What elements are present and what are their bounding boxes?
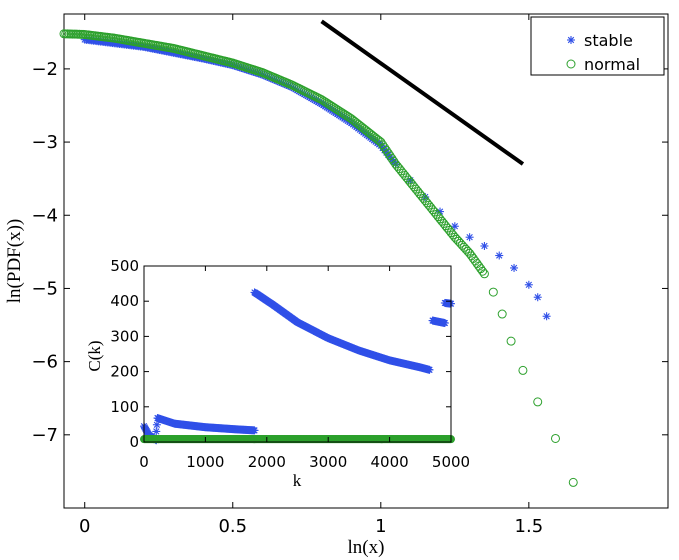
normal-point	[506, 336, 516, 346]
stable-point	[480, 241, 489, 250]
inset-y-tick-label: 0	[129, 433, 139, 451]
y-tick-label: −7	[31, 425, 58, 446]
legend-normal-label: normal	[584, 55, 640, 74]
inset-x-tick-label: 3000	[309, 453, 347, 471]
normal-point	[533, 397, 543, 407]
inset-stable-series	[140, 288, 455, 445]
normal-point	[479, 269, 489, 279]
y-tick-label: −5	[31, 278, 58, 299]
inset-axis-ticks: 0 1000 2000 3000 4000 5000 0 100 200 300 400 500	[110, 257, 470, 471]
inset-stable-point	[425, 365, 434, 374]
y-tick-label: −2	[31, 59, 58, 80]
y-tick-label: −3	[31, 132, 58, 153]
inset-x-tick-label: 2000	[248, 453, 286, 471]
inset-plot-frame	[143, 265, 452, 443]
inset-stable-point	[250, 426, 259, 435]
x-tick-label: 0	[79, 516, 90, 537]
stable-point	[495, 251, 504, 260]
main-plot-frame	[63, 13, 669, 509]
main-axis-ticks: 0 0.5 1 1.5 −2 −3 −4 −5 −6 −7	[31, 14, 668, 537]
legend-box	[530, 16, 665, 76]
legend-normal-symbol	[566, 59, 576, 69]
y-tick-label: −4	[31, 205, 58, 226]
normal-point	[488, 287, 498, 297]
inset-y-axis-label: C(k)	[85, 340, 104, 371]
inset-x-tick-label: 1000	[186, 453, 224, 471]
inset-stable-point	[152, 420, 161, 429]
inset-y-tick-label: 100	[110, 398, 139, 416]
inset-x-tick-label: 5000	[432, 453, 470, 471]
normal-point	[497, 309, 507, 319]
normal-point	[550, 433, 560, 443]
inset-x-tick-label: 0	[139, 453, 149, 471]
y-axis-label: ln(PDF(x))	[4, 219, 25, 303]
inset-background	[144, 266, 451, 442]
normal-point	[518, 365, 528, 375]
stable-point	[465, 233, 474, 242]
legend-normal-marker	[566, 59, 576, 69]
inset-x-axis-label: k	[293, 471, 302, 490]
stable-point	[533, 293, 542, 302]
inset-y-tick-label: 500	[110, 257, 139, 275]
main-normal-series	[59, 29, 578, 487]
legend-stable-marker	[567, 36, 575, 44]
x-tick-label: 1.5	[515, 516, 544, 537]
inset-y-tick-label: 300	[110, 327, 139, 345]
reference-slope-line	[320, 19, 525, 166]
y-tick-label: −6	[31, 352, 58, 373]
inset-stable-point	[440, 319, 449, 328]
legend-stable-symbol	[567, 36, 575, 44]
legend-stable-label: stable	[584, 31, 633, 50]
inset-stable-point	[152, 427, 161, 436]
inset-y-tick-label: 400	[110, 292, 139, 310]
x-axis-label: ln(x)	[348, 537, 385, 558]
normal-point	[568, 477, 578, 487]
normal-point	[478, 266, 488, 276]
stable-point	[542, 312, 551, 321]
x-tick-label: 0.5	[218, 516, 247, 537]
stable-point	[524, 280, 533, 289]
legend: stable normal	[530, 16, 665, 76]
reference-slope-segment	[320, 19, 525, 166]
x-tick-label: 1	[375, 516, 386, 537]
inset-normal-series	[140, 435, 455, 444]
inset-y-tick-label: 200	[110, 363, 139, 381]
stable-point	[510, 263, 519, 272]
inset-x-tick-label: 4000	[371, 453, 409, 471]
